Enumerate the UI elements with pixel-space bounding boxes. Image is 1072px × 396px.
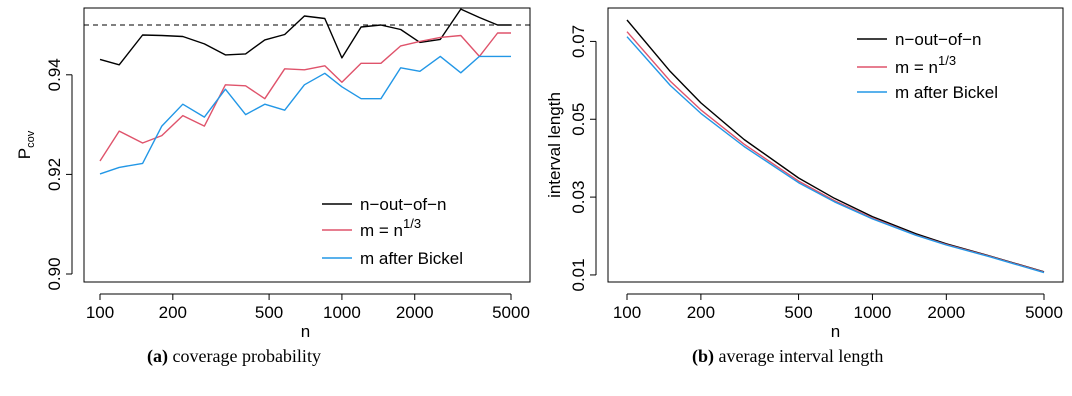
series-line-2 (626, 36, 1045, 274)
legend-label-1: m = n1/3 (895, 53, 956, 77)
series-line-0 (626, 19, 1045, 273)
y-axis-title: Pcov (15, 130, 37, 159)
series-line-1 (626, 31, 1045, 273)
caption-b-text: average interval length (718, 346, 884, 366)
x-tick-label: 100 (613, 303, 641, 322)
caption-b-tag: (b) (692, 346, 714, 366)
series-line-0 (99, 8, 511, 66)
caption-b: (b) average interval length (692, 346, 883, 367)
chart-figure: 100 200 500 1000 2000 5000 n 0.90 0.92 0.94 Pcov n−… (15, 7, 1064, 341)
caption-a-tag: (a) (147, 346, 168, 366)
y-tick-label: 0.94 (45, 58, 64, 91)
plot-frame (607, 7, 1064, 283)
legend-label-2: m after Bickel (360, 249, 463, 268)
x-tick-label: 5000 (492, 303, 530, 322)
panel-a-coverage-chart: 100 200 500 1000 2000 5000 n 0.90 0.92 0.94 Pcov n−… (15, 7, 531, 341)
legend-label-0: n−out−of−n (895, 30, 982, 49)
y-tick-label: 0.90 (45, 257, 64, 290)
legend: n−out−of−n m = n1/3 m after Bickel (322, 195, 463, 268)
y-tick-label: 0.92 (45, 158, 64, 191)
x-tick-label: 1000 (854, 303, 892, 322)
y-tick-label: 0.01 (569, 258, 588, 291)
series-line-2 (99, 55, 511, 175)
x-axis-title: n (831, 322, 840, 340)
x-tick-label: 5000 (1025, 303, 1063, 322)
y-tick-label: 0.05 (569, 103, 588, 136)
x-tick-label: 100 (86, 303, 114, 322)
legend-label-0: n−out−of−n (360, 195, 447, 214)
x-tick-label: 200 (159, 303, 187, 322)
panel-b-interval-length-chart: 100 200 500 1000 2000 5000 n 0.01 0.03 0.05 0.07 in… (545, 7, 1064, 341)
x-tick-label: 500 (784, 303, 812, 322)
y-axis-title: interval length (545, 92, 564, 198)
legend-label-1: m = n1/3 (360, 216, 421, 240)
caption-a-text: coverage probability (172, 346, 321, 366)
caption-a: (a) coverage probability (147, 346, 321, 367)
x-tick-label: 2000 (927, 303, 965, 322)
y-tick-label: 0.03 (569, 181, 588, 214)
legend: n−out−of−n m = n1/3 m after Bickel (857, 30, 998, 102)
x-tick-label: 500 (255, 303, 283, 322)
plot-frame (83, 7, 531, 283)
x-tick-label: 2000 (396, 303, 434, 322)
x-tick-label: 1000 (323, 303, 361, 322)
series-line-1 (99, 32, 511, 162)
y-tick-label: 0.07 (569, 25, 588, 58)
x-axis-title: n (301, 322, 310, 340)
x-tick-label: 200 (687, 303, 715, 322)
legend-label-2: m after Bickel (895, 83, 998, 102)
